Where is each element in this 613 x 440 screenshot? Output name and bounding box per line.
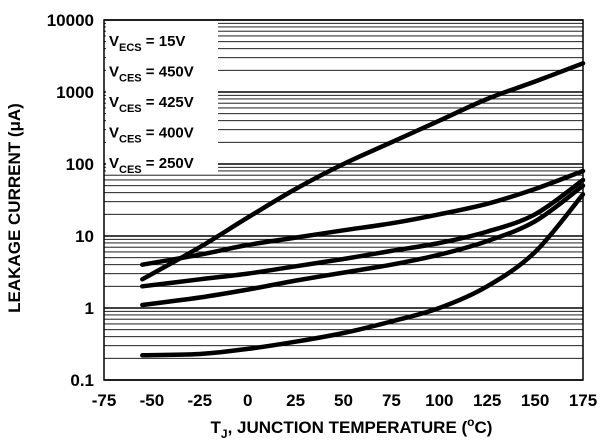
y-tick-label: 100 [66,155,94,174]
x-tick-label: 125 [473,391,501,410]
y-tick-label: 10000 [47,11,94,30]
y-tick-label: 1 [85,299,94,318]
grid-lines [104,19,583,381]
y-tick-label: 1000 [56,83,94,102]
x-tick-label: -25 [188,391,213,410]
x-tick-label: 0 [243,391,252,410]
legend-entry: VCES = 250V [109,155,194,176]
y-axis-title: LEAKAGE CURRENT (μA) [5,103,24,313]
series-curve-5 [140,192,586,358]
series-curve-3 [140,177,586,289]
series-curve-4 [140,183,586,308]
legend-box [106,22,218,172]
y-tick-labels: 0.1 1 10 100 1000 10000 [47,11,94,390]
data-curves [140,61,586,358]
x-tick-label: -75 [92,391,117,410]
x-tick-label: 175 [569,391,597,410]
legend-entry: VCES = 450V [109,64,194,85]
x-tick-label: -50 [140,391,165,410]
x-tick-label: 50 [334,391,353,410]
legend-entry: VCES = 400V [109,125,194,146]
legend-entry: VCES = 425V [109,94,194,115]
x-axis-title: TJ, JUNCTION TEMPERATURE (oC) [211,415,493,440]
x-tick-labels: -75 -50 -25 0 25 50 75 100 125 150 175 [92,391,597,410]
x-tick-label: 150 [521,391,549,410]
x-tick-label: 100 [425,391,453,410]
plot-border [103,19,584,381]
series-curve-1 [140,61,586,282]
x-tick-label: 25 [286,391,305,410]
legend-entry: VECS = 15V [109,33,185,54]
y-tick-label: 0.1 [70,371,94,390]
legend: VECS = 15V VCES = 450V VCES = 425V VCES = 4… [109,33,194,176]
y-tick-label: 10 [75,227,94,246]
x-tick-label: 75 [382,391,401,410]
series-curve-2 [140,168,586,267]
